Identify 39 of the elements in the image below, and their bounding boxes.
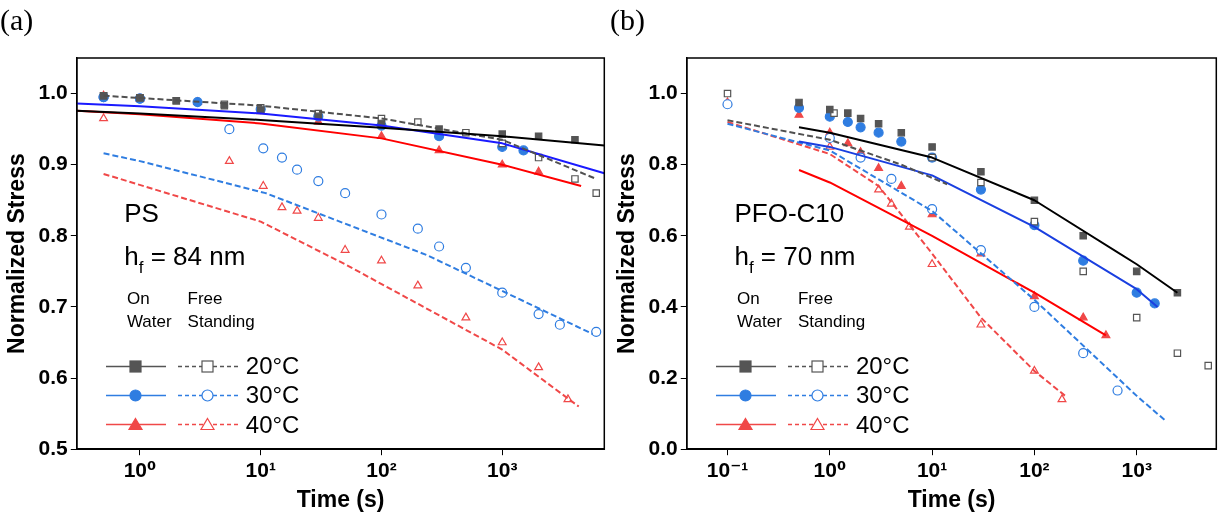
legend-label: 30°C: [855, 381, 910, 409]
x-tick-label: 10²: [366, 457, 397, 481]
y-tick-label: 1.0: [648, 80, 678, 104]
x-tick-label: 10³: [1121, 457, 1152, 481]
annotation: Free Standing: [187, 289, 255, 331]
legend-label: 30°C: [245, 381, 300, 409]
chart-title: (b): [610, 2, 645, 37]
x-tick-label: 10⁻¹: [706, 457, 749, 481]
y-tick-label: 0.6: [648, 222, 678, 246]
y-tick-label: 0.2: [648, 364, 678, 388]
x-tick-label: 10⁰: [813, 457, 847, 481]
annotation: Free Standing: [797, 289, 866, 331]
y-tick-label: 0.6: [38, 364, 68, 388]
x-tick-label: 10⁰: [123, 457, 157, 481]
y-tick-label: 0.5: [38, 436, 69, 459]
y-tick-label: 0.7: [38, 293, 68, 317]
x-axis-title: Time (s): [907, 485, 996, 512]
y-tick-label: 0.8: [38, 222, 69, 246]
x-tick-label: 10¹: [245, 457, 276, 481]
x-tick-label: 10¹: [916, 457, 948, 481]
y-tick-label: 0.9: [38, 151, 68, 175]
annotation: PFO-C10: [734, 198, 845, 229]
y-tick-label: 0.8: [648, 151, 679, 175]
legend-label: 40°C: [855, 410, 910, 438]
x-tick-label: 10³: [487, 457, 518, 481]
y-axis-title: Normalized Stress: [613, 153, 640, 354]
y-tick-label: 1.0: [38, 80, 68, 104]
x-axis-title: Time (s): [296, 485, 385, 512]
y-tick-label: 0.0: [648, 436, 678, 459]
annotation: On Water: [737, 289, 783, 331]
chart-title: (a): [0, 2, 34, 37]
y-tick-label: 0.4: [648, 293, 679, 317]
legend-label: 20°C: [855, 352, 910, 380]
legend-label: 20°C: [245, 352, 300, 380]
x-tick-label: 10²: [1019, 457, 1050, 481]
y-axis-title: Normalized Stress: [3, 153, 30, 354]
legend-label: 40°C: [245, 410, 300, 438]
annotation: PS: [124, 198, 159, 229]
annotation: On Water: [126, 289, 172, 331]
